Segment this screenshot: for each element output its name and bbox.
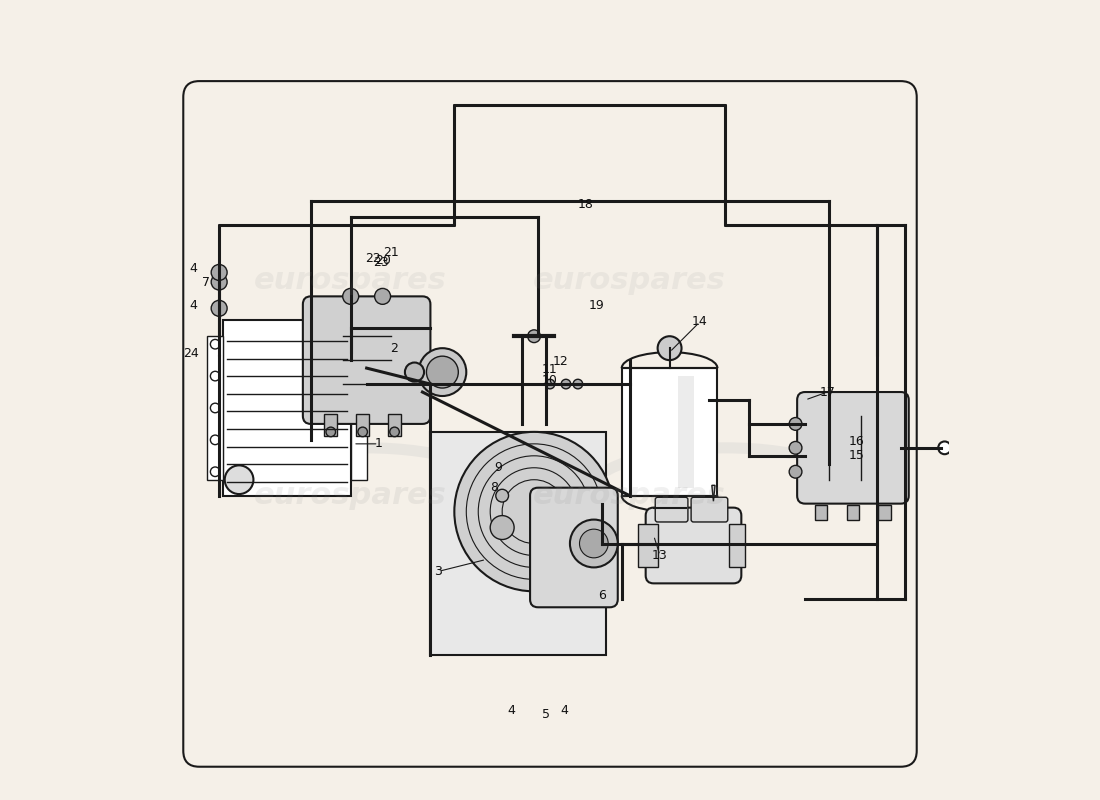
Bar (223, 320, 351, 496)
Text: 17: 17 (820, 386, 835, 398)
Circle shape (580, 529, 608, 558)
Circle shape (211, 300, 227, 316)
Text: eurospares: eurospares (534, 481, 726, 510)
Circle shape (326, 427, 336, 437)
Text: 22: 22 (365, 251, 381, 265)
Text: 2: 2 (390, 342, 398, 354)
FancyBboxPatch shape (691, 498, 728, 522)
Circle shape (375, 288, 390, 304)
Text: 6: 6 (598, 589, 606, 602)
Circle shape (491, 515, 514, 539)
Text: 1: 1 (375, 438, 383, 450)
Text: 8: 8 (491, 481, 498, 494)
Text: 18: 18 (578, 198, 594, 211)
Text: 11: 11 (542, 363, 558, 376)
Text: 15: 15 (849, 450, 865, 462)
Bar (207, 336, 223, 480)
Bar (638, 523, 658, 567)
Circle shape (211, 265, 227, 281)
Text: eurospares: eurospares (254, 266, 447, 295)
Bar (678, 376, 693, 488)
Circle shape (789, 418, 802, 430)
Circle shape (343, 288, 359, 304)
Bar (847, 506, 859, 519)
Text: 13: 13 (652, 549, 668, 562)
Bar (388, 414, 400, 436)
Text: 4: 4 (560, 705, 569, 718)
Text: eurospares: eurospares (254, 481, 447, 510)
Text: 21: 21 (383, 246, 398, 259)
Circle shape (454, 432, 614, 591)
Circle shape (938, 442, 952, 454)
Text: 5: 5 (542, 709, 550, 722)
Text: 4: 4 (189, 299, 197, 313)
Polygon shape (712, 486, 715, 502)
Bar (351, 336, 366, 480)
Circle shape (570, 519, 618, 567)
Circle shape (211, 274, 227, 290)
Text: eurospares: eurospares (534, 266, 726, 295)
Circle shape (496, 490, 508, 502)
Text: 16: 16 (849, 435, 865, 448)
Bar (879, 506, 891, 519)
Circle shape (789, 466, 802, 478)
Text: 12: 12 (552, 355, 569, 368)
Circle shape (320, 322, 349, 350)
FancyBboxPatch shape (302, 296, 430, 424)
Circle shape (561, 379, 571, 389)
Bar (324, 414, 337, 436)
Text: 14: 14 (692, 315, 707, 328)
Circle shape (573, 379, 583, 389)
Circle shape (789, 442, 802, 454)
Text: 10: 10 (542, 374, 558, 386)
Circle shape (389, 427, 399, 437)
Circle shape (528, 330, 540, 342)
Circle shape (427, 356, 459, 388)
Circle shape (405, 362, 424, 382)
Bar (356, 414, 369, 436)
FancyBboxPatch shape (530, 488, 618, 607)
Text: 4: 4 (508, 705, 516, 718)
Text: 4: 4 (189, 262, 197, 275)
Circle shape (658, 336, 682, 360)
Circle shape (546, 379, 554, 389)
Circle shape (418, 348, 466, 396)
FancyBboxPatch shape (656, 498, 688, 522)
FancyBboxPatch shape (646, 508, 741, 583)
Text: 24: 24 (184, 347, 199, 360)
Text: 20: 20 (375, 254, 390, 267)
Circle shape (224, 466, 253, 494)
Text: 23: 23 (373, 256, 389, 270)
FancyBboxPatch shape (798, 392, 909, 504)
Bar (815, 506, 827, 519)
Bar (729, 523, 746, 567)
Bar (430, 432, 606, 655)
Text: 19: 19 (588, 299, 604, 313)
Text: 3: 3 (434, 565, 442, 578)
Bar (621, 368, 717, 496)
Circle shape (358, 427, 367, 437)
Text: 9: 9 (494, 462, 502, 474)
Text: 7: 7 (201, 275, 210, 289)
